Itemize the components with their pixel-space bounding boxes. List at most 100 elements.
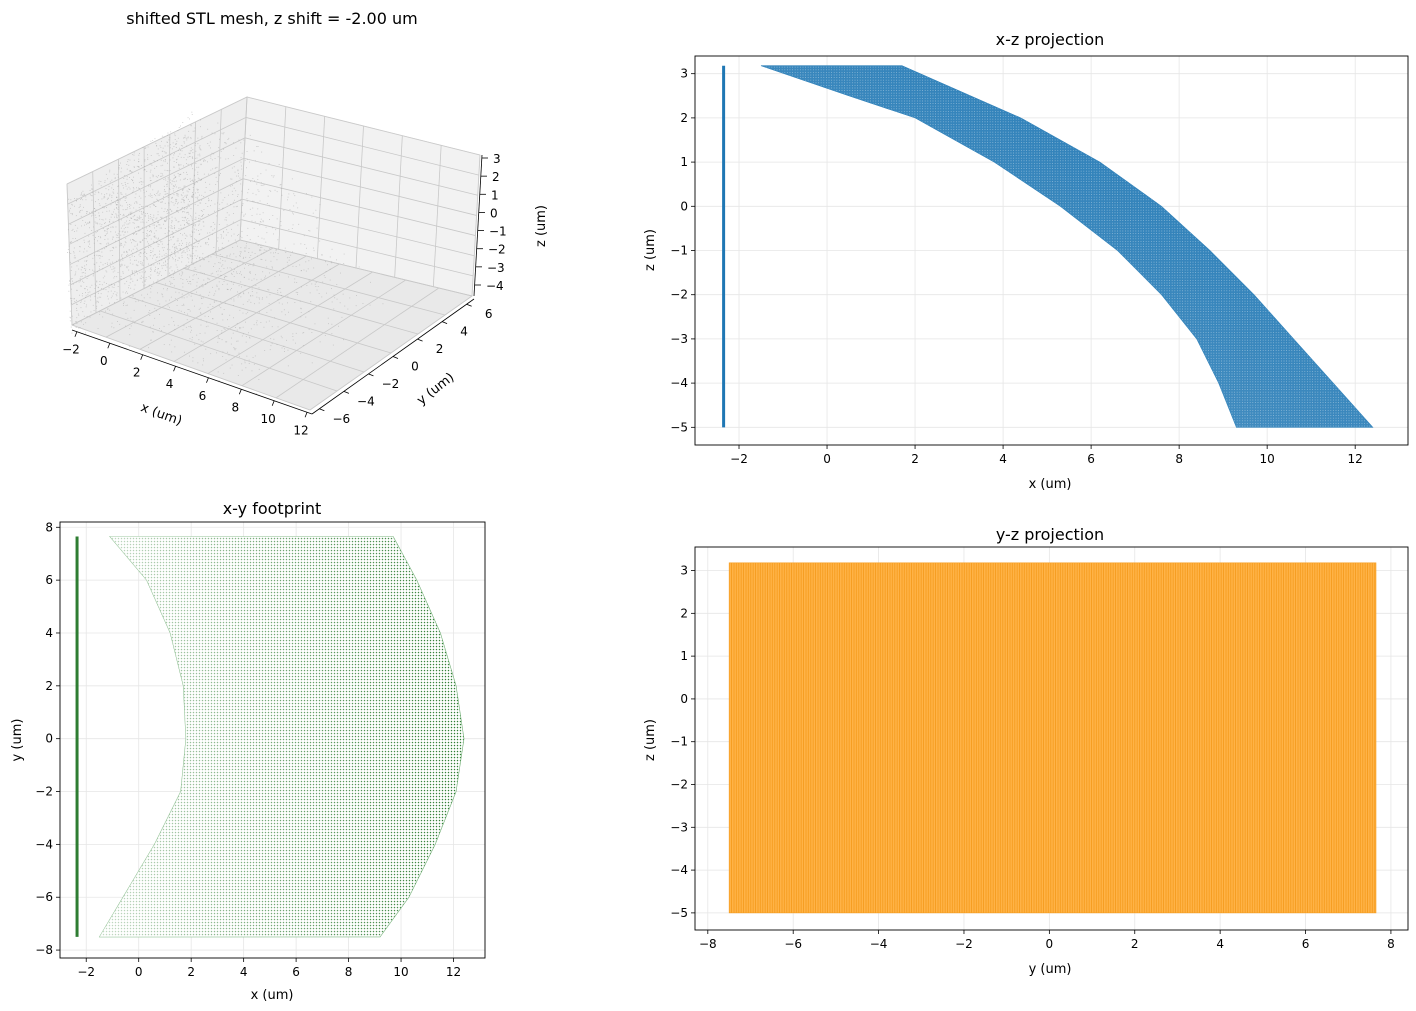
- mesh-point: [143, 208, 144, 210]
- mesh-point: [184, 177, 186, 179]
- mesh-point: [287, 295, 289, 297]
- mesh-point: [143, 252, 144, 254]
- x-tick-label: 12: [446, 965, 461, 979]
- mesh-point: [187, 194, 188, 196]
- mesh-point: [295, 266, 297, 267]
- mesh-point: [292, 224, 294, 226]
- mesh-point: [242, 203, 244, 205]
- mesh-point: [118, 259, 120, 261]
- mesh-point: [143, 211, 144, 213]
- mesh-point: [252, 265, 254, 267]
- mesh-point: [103, 196, 105, 197]
- mesh-point: [185, 326, 187, 328]
- mesh-point: [194, 179, 196, 181]
- mesh-point: [117, 286, 119, 287]
- mesh-point: [116, 260, 117, 262]
- mesh-point: [193, 274, 195, 276]
- mesh-point: [171, 228, 173, 229]
- gridline-3d: [278, 106, 287, 250]
- mesh-point: [69, 261, 71, 263]
- mesh-point: [179, 164, 181, 166]
- mesh-point: [174, 139, 176, 140]
- mesh-point: [147, 258, 148, 260]
- mesh-point: [152, 257, 153, 259]
- mesh-point: [187, 156, 189, 158]
- mesh-point: [139, 252, 141, 254]
- mesh-point: [245, 321, 246, 323]
- mesh-point: [288, 259, 290, 261]
- mesh-point: [175, 186, 177, 188]
- mesh-point: [249, 272, 251, 274]
- mesh-point: [83, 268, 85, 269]
- mesh-point: [281, 347, 283, 349]
- mesh-point: [165, 191, 167, 193]
- mesh-point: [120, 243, 122, 244]
- mesh-point: [184, 216, 186, 218]
- mesh-point: [250, 328, 252, 330]
- mesh-point: [88, 245, 89, 247]
- mesh-point: [241, 237, 243, 239]
- mesh-point: [81, 192, 83, 194]
- mesh-point: [292, 265, 294, 267]
- x-tick-label-3d: 10: [261, 412, 276, 426]
- mesh-point: [95, 211, 96, 213]
- mesh-point: [182, 189, 184, 191]
- gridline-3d: [155, 282, 392, 354]
- mesh-point: [237, 291, 238, 293]
- mesh-point: [256, 324, 258, 326]
- mesh-point: [130, 170, 131, 172]
- mesh-point: [147, 157, 149, 159]
- mesh-point: [180, 164, 182, 166]
- mesh-point: [131, 255, 133, 257]
- mesh-point: [170, 154, 172, 156]
- mesh-point: [186, 174, 188, 175]
- mesh-point: [208, 316, 209, 317]
- mesh-point: [184, 351, 185, 353]
- mesh-point: [130, 217, 132, 219]
- mesh-point: [248, 332, 249, 334]
- mesh-point: [299, 300, 301, 302]
- mesh-point: [150, 250, 152, 251]
- mesh-point: [175, 264, 177, 266]
- mesh-point: [84, 272, 86, 274]
- mesh-point: [69, 320, 71, 322]
- mesh-point: [129, 207, 131, 209]
- mesh-point: [112, 247, 114, 248]
- mesh-point: [282, 267, 284, 269]
- mesh-point: [270, 260, 272, 262]
- mesh-point: [144, 238, 146, 239]
- mesh-point: [170, 266, 172, 268]
- mesh-point: [124, 209, 126, 211]
- mesh-point: [231, 364, 233, 366]
- mesh-point: [207, 325, 209, 327]
- mesh-point: [104, 182, 106, 183]
- mesh-point: [195, 150, 197, 152]
- mesh-point: [78, 314, 80, 316]
- mesh-point: [124, 222, 126, 224]
- mesh-point: [73, 298, 75, 300]
- y-tick-label: −3: [670, 820, 688, 834]
- xz-point-cloud-light: [761, 65, 1373, 428]
- mesh-point: [314, 283, 316, 285]
- mesh-point: [156, 176, 158, 178]
- mesh-point: [143, 192, 145, 194]
- mesh-point: [194, 238, 195, 240]
- mesh-point: [133, 159, 135, 161]
- mesh-point: [114, 276, 116, 277]
- mesh-point: [100, 255, 101, 257]
- x-tick-label-3d: 0: [100, 354, 108, 368]
- mesh-point: [135, 233, 137, 235]
- gridline-3d: [394, 135, 403, 278]
- mesh-point: [233, 253, 235, 255]
- mesh-point: [257, 208, 259, 210]
- mesh-point: [210, 226, 212, 227]
- mesh-point: [258, 287, 260, 289]
- mesh-point: [68, 211, 70, 213]
- mesh-point: [165, 193, 167, 195]
- y-tick-label-3d: 0: [411, 360, 419, 374]
- mesh-point: [223, 372, 225, 374]
- mesh-point: [237, 340, 239, 342]
- mesh-point: [240, 183, 242, 185]
- mesh-point: [96, 254, 98, 256]
- mesh-point: [316, 227, 318, 229]
